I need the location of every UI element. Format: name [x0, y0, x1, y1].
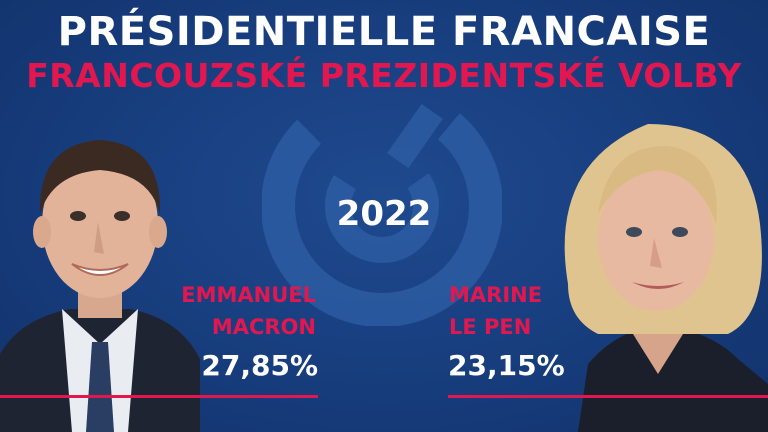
- divider-line: [448, 395, 768, 398]
- candidate-portrait-macron: [0, 140, 200, 432]
- candidate-portrait-lepen: [564, 124, 768, 432]
- page-title: PRÉSIDENTIELLE FRANCAISE: [57, 9, 711, 55]
- election-year: 2022: [336, 194, 432, 234]
- candidate-first-name: EMMANUEL: [181, 283, 316, 307]
- candidate-last-name: MACRON: [211, 315, 316, 339]
- candidate-percentage: 27,85%: [201, 349, 318, 382]
- page-subtitle: FRANCOUZSKÉ PREZIDENTSKÉ VOLBY: [26, 56, 742, 95]
- candidate-first-name: MARINE: [449, 283, 543, 307]
- candidate-last-name: LE PEN: [449, 315, 532, 339]
- divider-line: [0, 395, 318, 398]
- candidate-percentage: 23,15%: [448, 349, 565, 382]
- watermark-logo-icon: [262, 86, 502, 326]
